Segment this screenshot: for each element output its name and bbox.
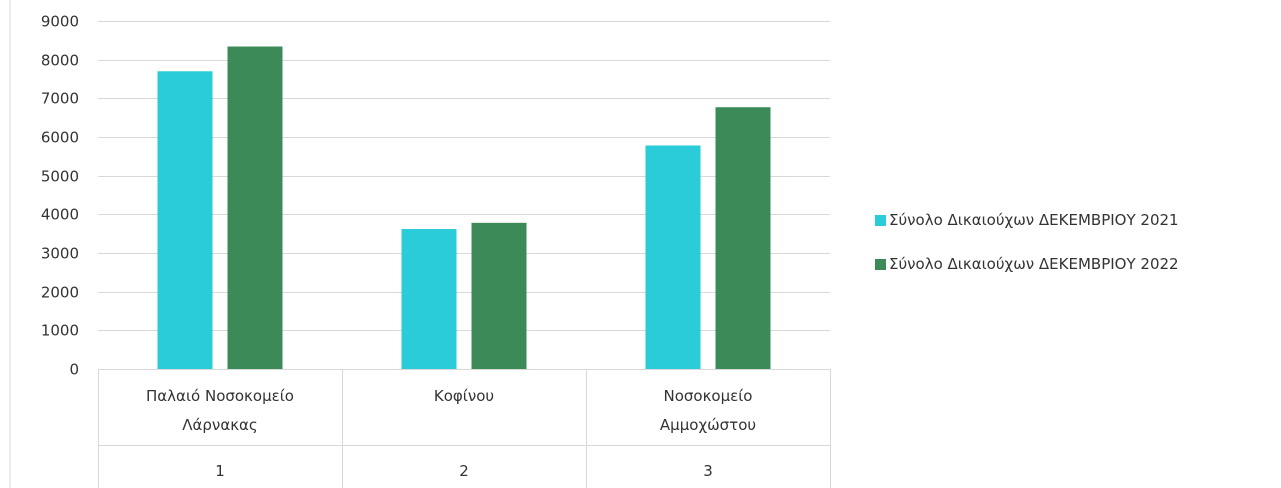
legend-entry: Σύνολο Δικαιούχων ΔΕΚΕΜΒΡΙΟΥ 2022 xyxy=(889,255,1179,273)
y-tick-label: 3000 xyxy=(41,245,79,263)
y-tick-label: 5000 xyxy=(41,168,79,186)
category-label: Παλαιό Νοσοκομείο Λάρνακας xyxy=(146,387,294,434)
y-tick-label: 4000 xyxy=(41,206,79,224)
y-tick-label: 1000 xyxy=(41,322,79,340)
y-tick-label: 6000 xyxy=(41,129,79,147)
bars xyxy=(157,46,771,370)
category-label: Κοφίνου xyxy=(434,387,494,405)
bar-series1-cat2 xyxy=(401,229,457,369)
bar-series2-cat1 xyxy=(227,46,283,370)
y-tick-label: 2000 xyxy=(41,284,79,302)
legend: Σύνολο Δικαιούχων ΔΕΚΕΜΒΡΙΟΥ 2021 Σύνολο … xyxy=(875,211,1179,273)
x-axis: Παλαιό Νοσοκομείο Λάρνακας 1 Κοφίνου 2 Νοσοκο… xyxy=(98,369,831,488)
y-tick-label: 0 xyxy=(69,361,79,379)
group-label: 1 xyxy=(215,462,225,480)
y-tick-label: 7000 xyxy=(41,90,79,108)
category-label: Νοσοκομείο Αμμοχώστου xyxy=(660,387,756,434)
group-label: 2 xyxy=(459,462,469,480)
gridlines xyxy=(9,0,830,488)
bar-series1-cat1 xyxy=(157,71,213,370)
legend-swatch xyxy=(875,259,886,270)
bar-series2-cat2 xyxy=(471,222,527,369)
bar-series2-cat3 xyxy=(715,107,771,369)
y-tick-label: 9000 xyxy=(41,13,79,31)
y-axis: 0 1000 2000 3000 4000 5000 6000 7000 8000 9000 xyxy=(41,13,79,379)
bar-series1-cat3 xyxy=(645,145,701,369)
legend-swatch xyxy=(875,215,886,226)
y-tick-label: 8000 xyxy=(41,52,79,70)
group-label: 3 xyxy=(703,462,713,480)
legend-entry: Σύνολο Δικαιούχων ΔΕΚΕΜΒΡΙΟΥ 2021 xyxy=(889,211,1179,229)
